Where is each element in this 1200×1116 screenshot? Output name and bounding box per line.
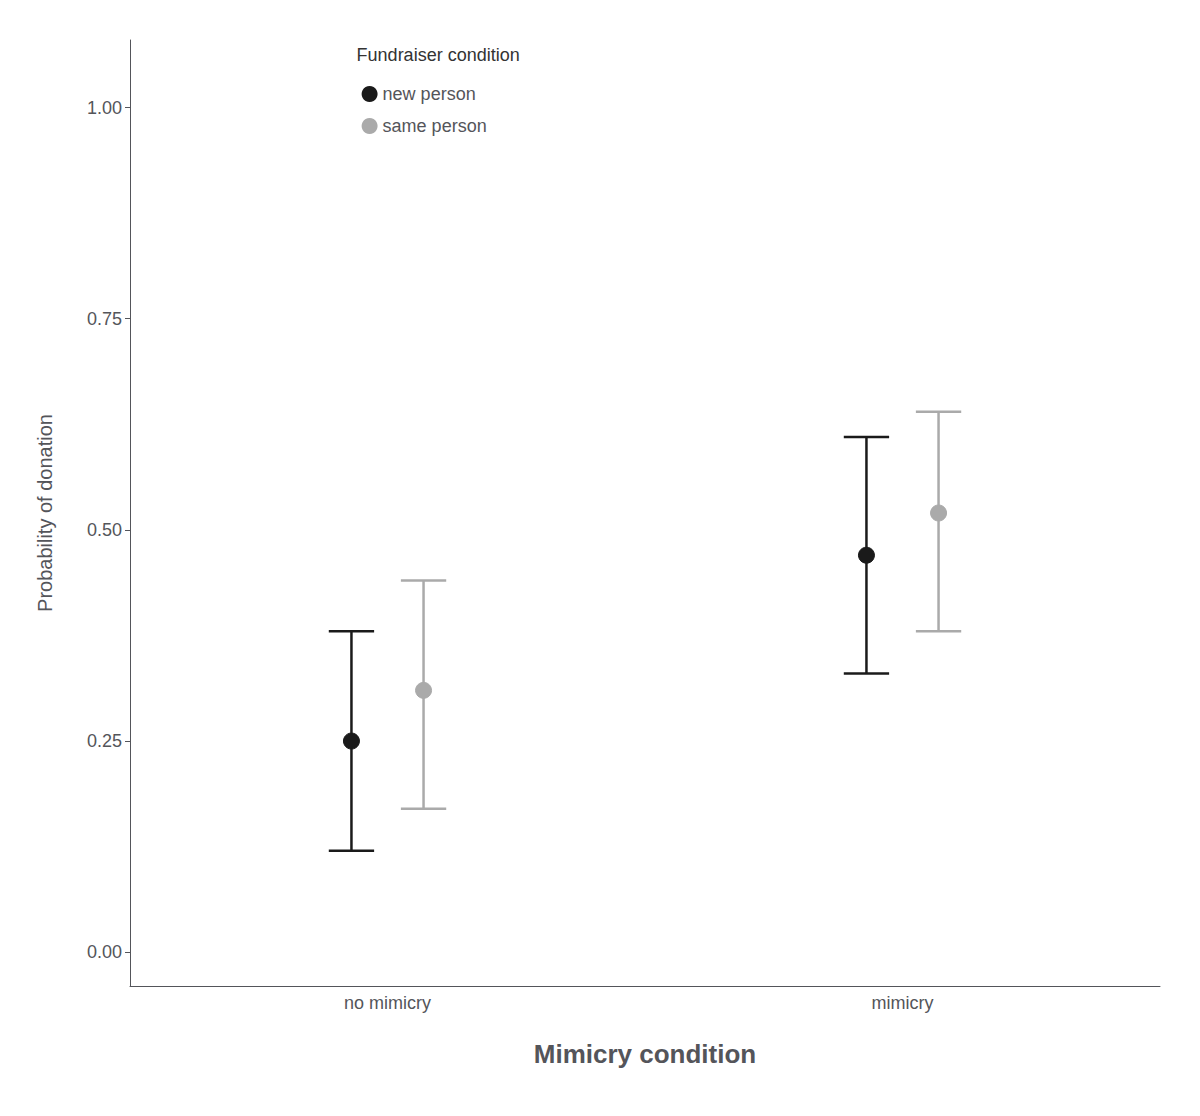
svg-text:same person: same person (383, 116, 487, 136)
svg-text:Fundraiser condition: Fundraiser condition (357, 45, 520, 65)
svg-text:Probability of donation: Probability of donation (34, 414, 56, 612)
svg-text:new person: new person (383, 84, 476, 104)
svg-text:0.00: 0.00 (87, 942, 122, 962)
svg-text:0.50: 0.50 (87, 520, 122, 540)
svg-text:Mimicry condition: Mimicry condition (534, 1039, 756, 1069)
svg-text:no mimicry: no mimicry (344, 993, 431, 1013)
svg-text:0.25: 0.25 (87, 731, 122, 751)
svg-text:0.75: 0.75 (87, 309, 122, 329)
svg-text:mimicry: mimicry (872, 993, 934, 1013)
svg-text:1.00: 1.00 (87, 98, 122, 118)
